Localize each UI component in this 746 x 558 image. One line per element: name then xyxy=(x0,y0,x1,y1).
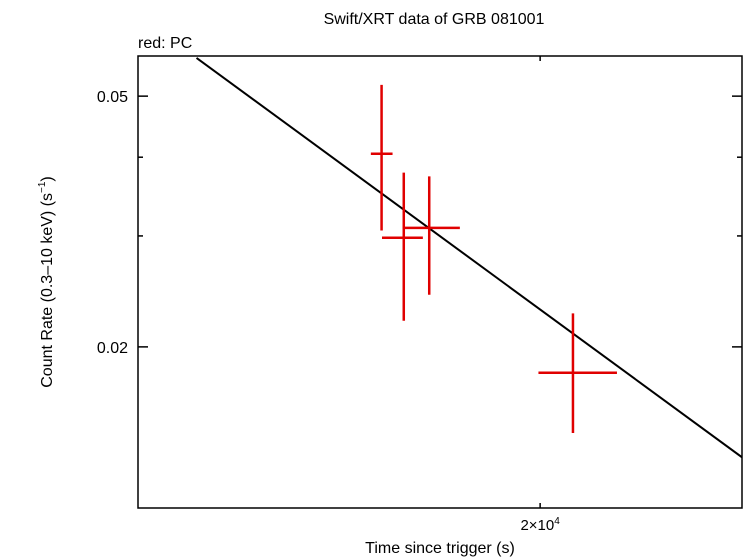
plot-frame xyxy=(137,55,743,509)
fit-line xyxy=(195,57,742,459)
axis-ticks xyxy=(138,56,742,508)
data-point xyxy=(538,313,617,434)
y-axis-label: Count Rate (0.3–10 keV) (s−1) xyxy=(37,176,56,388)
chart-subtitle: red: PC xyxy=(138,35,192,52)
y-tick-label: 0.02 xyxy=(97,340,128,357)
data-point xyxy=(402,176,460,295)
x-axis-label: Time since trigger (s) xyxy=(365,540,515,557)
data-point xyxy=(382,172,423,321)
plot-area xyxy=(195,57,742,459)
y-axis-label-sup: −1 xyxy=(37,181,48,193)
y-axis-label-main: Count Rate (0.3–10 keV) (s xyxy=(39,193,56,388)
axis-tick-labels: 0.02 0.05 2×104 xyxy=(97,89,560,534)
y-tick-label: 0.05 xyxy=(97,89,128,106)
data-point xyxy=(370,84,393,231)
x-tick-label: 2×104 xyxy=(520,516,560,534)
y-axis-label-close: ) xyxy=(39,176,56,181)
chart-title: Swift/XRT data of GRB 081001 xyxy=(324,11,545,28)
